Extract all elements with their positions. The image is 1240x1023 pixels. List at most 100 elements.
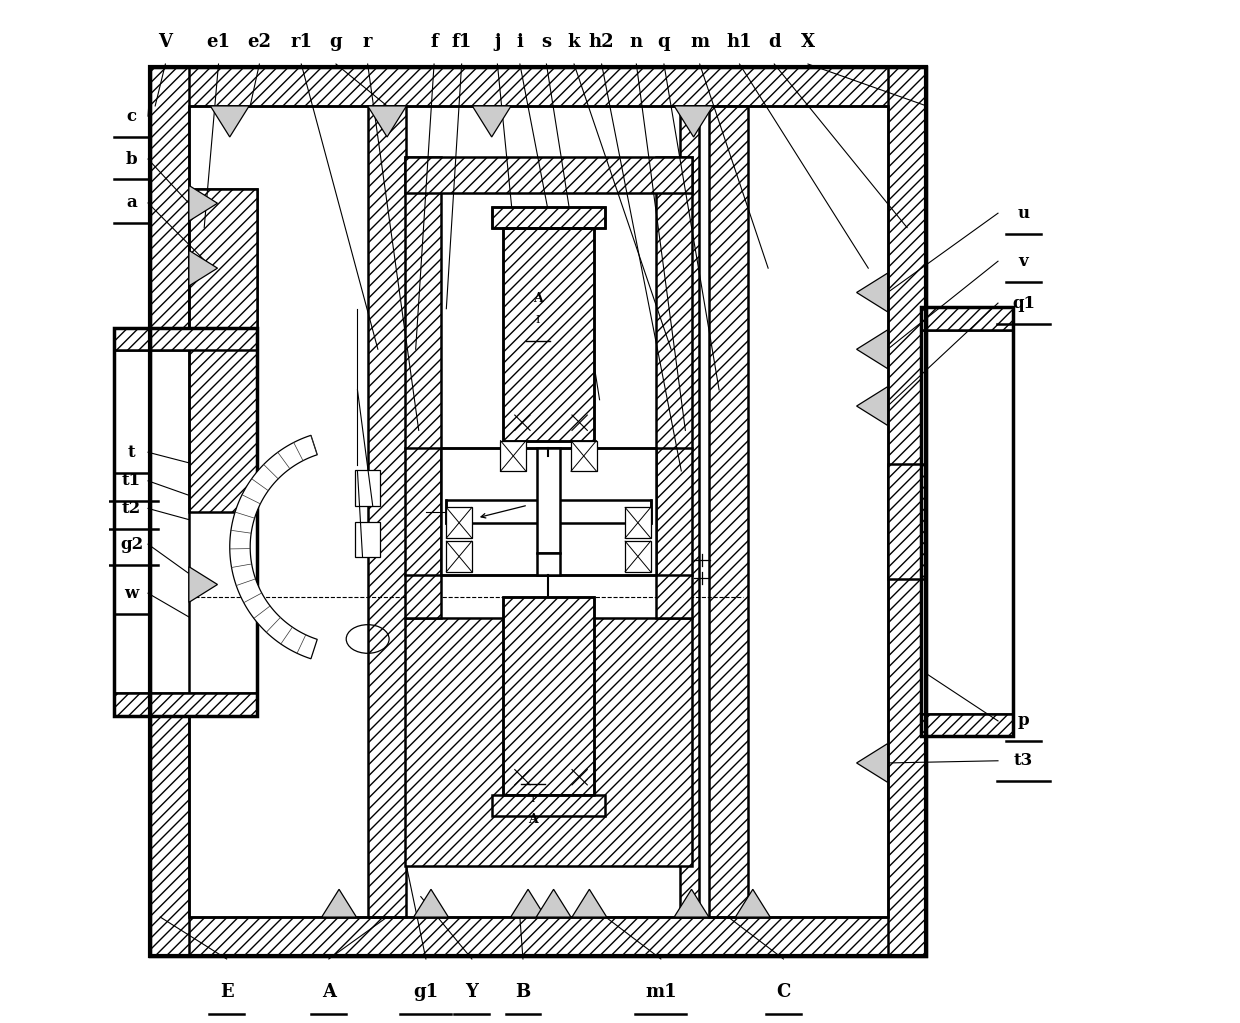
Text: m1: m1	[645, 983, 677, 1000]
Text: I: I	[531, 794, 536, 804]
Text: q: q	[657, 33, 670, 50]
Polygon shape	[735, 889, 770, 917]
Text: I: I	[536, 315, 541, 325]
Bar	[492, 208, 605, 228]
Bar	[368, 106, 407, 917]
Text: p: p	[1018, 712, 1029, 729]
Text: g1: g1	[413, 983, 439, 1000]
Text: f: f	[430, 33, 438, 50]
Bar	[492, 795, 605, 815]
Bar	[502, 596, 594, 795]
Text: a: a	[126, 194, 138, 212]
Bar	[888, 464, 926, 579]
Bar	[502, 228, 594, 441]
Text: w: w	[124, 585, 139, 602]
Bar	[446, 500, 651, 523]
Bar	[441, 448, 656, 575]
Polygon shape	[572, 889, 606, 917]
Bar	[150, 68, 926, 106]
Bar	[681, 106, 698, 917]
Text: Y: Y	[465, 983, 479, 1000]
Bar	[888, 68, 926, 955]
Text: B: B	[516, 983, 531, 1000]
Polygon shape	[857, 273, 888, 312]
Bar	[405, 618, 692, 866]
Bar	[656, 157, 692, 618]
Bar	[114, 327, 258, 716]
Bar	[405, 157, 692, 192]
Text: t: t	[128, 444, 135, 460]
Polygon shape	[675, 889, 709, 917]
Polygon shape	[675, 106, 713, 137]
Bar	[188, 106, 888, 917]
Text: X: X	[801, 33, 815, 50]
Bar	[501, 441, 526, 472]
Polygon shape	[511, 889, 546, 917]
Polygon shape	[857, 329, 888, 368]
Bar	[441, 192, 656, 618]
Bar	[625, 541, 651, 572]
Text: h1: h1	[727, 33, 753, 50]
Bar	[150, 68, 926, 955]
Bar	[188, 188, 258, 512]
Bar	[537, 552, 559, 575]
Bar	[921, 714, 1013, 737]
Bar	[114, 694, 258, 716]
Text: i: i	[516, 33, 523, 50]
Polygon shape	[536, 889, 570, 917]
Text: n: n	[630, 33, 642, 50]
Text: g2: g2	[120, 536, 144, 552]
Polygon shape	[368, 106, 407, 137]
Text: c: c	[126, 107, 136, 125]
Bar	[537, 448, 559, 552]
Text: r: r	[363, 33, 372, 50]
Text: j: j	[495, 33, 501, 50]
Bar	[709, 106, 748, 917]
Polygon shape	[857, 387, 888, 426]
Bar	[921, 307, 1013, 737]
Text: e1: e1	[207, 33, 231, 50]
Polygon shape	[414, 889, 449, 917]
Polygon shape	[188, 251, 217, 286]
Bar	[570, 441, 596, 472]
Text: s: s	[542, 33, 552, 50]
Text: u: u	[1018, 205, 1029, 222]
Polygon shape	[229, 436, 317, 659]
Text: A: A	[528, 813, 538, 827]
Polygon shape	[188, 567, 217, 603]
Bar	[446, 507, 472, 538]
Text: e2: e2	[247, 33, 272, 50]
Bar	[492, 208, 605, 228]
Polygon shape	[472, 106, 511, 137]
Bar	[114, 327, 258, 350]
Text: C: C	[776, 983, 791, 1000]
Text: d: d	[768, 33, 780, 50]
Text: g: g	[330, 33, 342, 50]
Bar	[446, 541, 472, 572]
Text: E: E	[219, 983, 233, 1000]
Bar	[507, 233, 589, 436]
Bar	[114, 350, 258, 694]
Bar	[502, 228, 594, 441]
Bar	[921, 329, 1013, 714]
Bar	[921, 307, 1013, 329]
Polygon shape	[857, 744, 888, 783]
Text: r1: r1	[290, 33, 312, 50]
Text: b: b	[125, 150, 138, 168]
Bar	[150, 917, 926, 955]
Polygon shape	[188, 185, 217, 221]
Bar	[356, 471, 379, 506]
Bar	[150, 68, 188, 955]
Bar	[150, 68, 926, 955]
Polygon shape	[321, 889, 356, 917]
Text: v: v	[1019, 253, 1028, 270]
Bar	[507, 602, 589, 790]
Text: A: A	[322, 983, 336, 1000]
Text: k: k	[568, 33, 580, 50]
Text: q1: q1	[1012, 295, 1035, 312]
Text: t2: t2	[122, 500, 141, 517]
Text: m: m	[691, 33, 709, 50]
Text: t1: t1	[122, 473, 141, 489]
Text: f1: f1	[451, 33, 471, 50]
Bar	[188, 188, 258, 512]
